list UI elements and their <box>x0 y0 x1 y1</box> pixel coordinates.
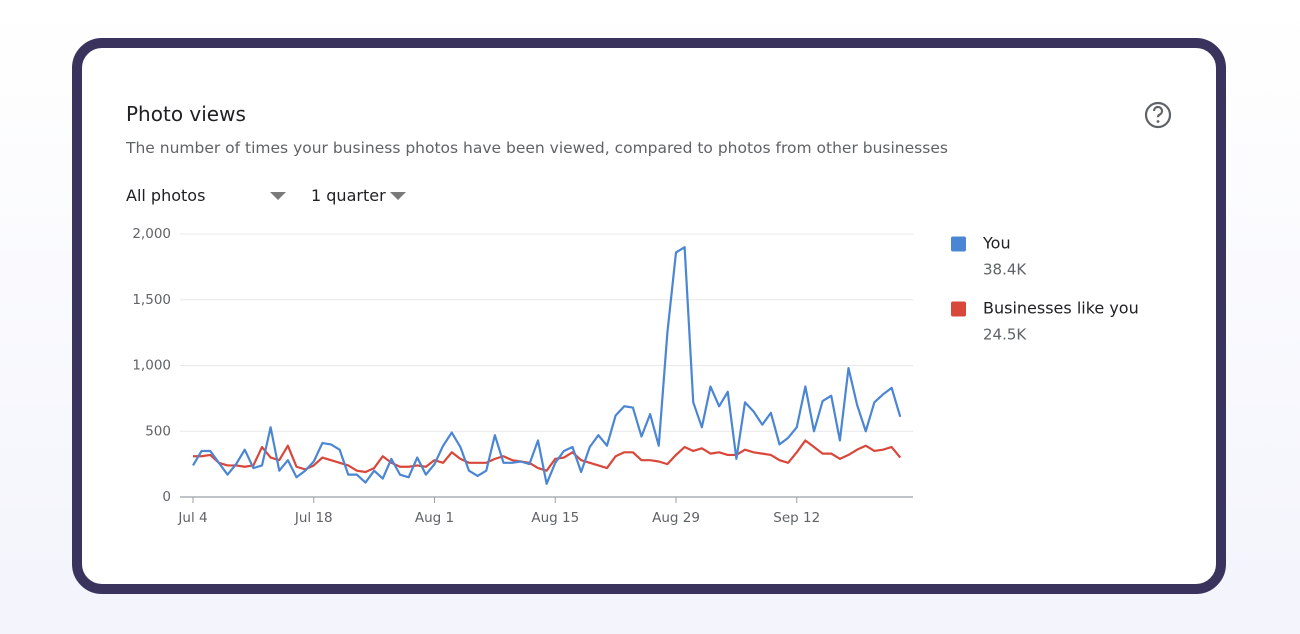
period-filter[interactable]: 1 quarter <box>311 186 386 205</box>
card-title: Photo views <box>126 102 246 126</box>
card-subtitle: The number of times your business photos… <box>126 139 948 157</box>
photo-filter[interactable]: All photos <box>126 186 206 205</box>
help-icon[interactable] <box>1144 101 1172 129</box>
